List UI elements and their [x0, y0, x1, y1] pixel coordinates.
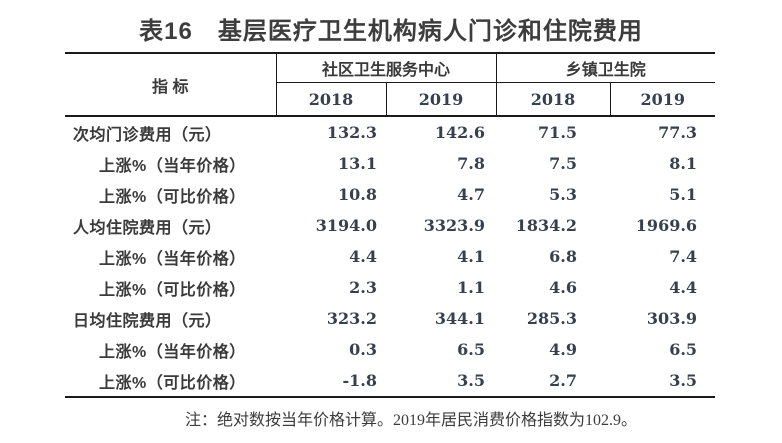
value-cell: 4.6 — [549, 278, 578, 297]
value-cell: 4.4 — [669, 278, 698, 297]
value-cell: 7.4 — [669, 247, 698, 266]
column-group-township-health-center: 乡镇卫生院 — [496, 53, 716, 83]
row-label: 上涨%（可比价格） — [99, 188, 246, 206]
value-cell: 71.5 — [538, 123, 578, 142]
value-cell: 285.3 — [526, 309, 578, 328]
value-cell: 4.4 — [349, 247, 377, 266]
costs-table: 指 标 社区卫生服务中心 乡镇卫生院 2018 2019 2018 2019 次… — [65, 52, 716, 398]
value-cell: 6.5 — [457, 340, 486, 359]
column-header-year: 2018 — [276, 82, 387, 116]
row-label: 上涨%（当年价格） — [99, 250, 246, 268]
value-cell: 6.8 — [549, 247, 578, 266]
row-label: 上涨%（可比价格） — [99, 281, 246, 299]
table-row: 人均住院费用（元） 3194.0 3323.9 1834.2 1969.6 — [65, 210, 715, 241]
value-cell: 2.3 — [349, 278, 377, 297]
table-row: 上涨%（可比价格） 10.8 4.7 5.3 5.1 — [65, 179, 715, 210]
value-cell: 5.1 — [669, 185, 698, 204]
value-cell: 3323.9 — [423, 216, 486, 235]
column-header-year: 2018 — [496, 82, 611, 116]
value-cell: 132.3 — [326, 123, 377, 142]
table-row: 上涨%（可比价格） 2.3 1.1 4.6 4.4 — [65, 272, 715, 303]
table-body: 次均门诊费用（元） 132.3 142.6 71.5 77.3 上涨%（当年价格… — [65, 116, 715, 397]
column-group-community-health-center: 社区卫生服务中心 — [276, 53, 497, 83]
footnote: 注：绝对数按当年价格计算。2019年居民消费价格指数为102.9。 — [184, 412, 637, 429]
value-cell: 3.5 — [669, 371, 698, 390]
table-row: 上涨%（可比价格） -1.8 3.5 2.7 3.5 — [65, 365, 715, 397]
value-cell: 4.9 — [549, 340, 578, 359]
table-row: 上涨%（当年价格） 0.3 6.5 4.9 6.5 — [65, 334, 715, 365]
value-cell: 344.1 — [434, 309, 486, 328]
value-cell: -1.8 — [342, 371, 377, 390]
value-cell: 1.1 — [457, 278, 486, 297]
value-cell: 1834.2 — [515, 216, 578, 235]
value-cell: 2.7 — [549, 371, 578, 390]
value-cell: 142.6 — [434, 123, 486, 142]
value-cell: 7.8 — [457, 154, 486, 173]
table-row: 上涨%（当年价格） 4.4 4.1 6.8 7.4 — [65, 241, 715, 272]
row-label: 日均住院费用（元） — [73, 312, 222, 330]
value-cell: 10.8 — [338, 185, 377, 204]
row-label: 次均门诊费用（元） — [73, 126, 222, 144]
column-header-indicator: 指 标 — [65, 53, 277, 116]
value-cell: 77.3 — [658, 123, 698, 142]
table-row: 次均门诊费用（元） 132.3 142.6 71.5 77.3 — [65, 116, 715, 148]
value-cell: 3.5 — [457, 371, 486, 390]
value-cell: 5.3 — [549, 185, 578, 204]
value-cell: 323.2 — [326, 309, 377, 328]
row-label: 上涨%（当年价格） — [99, 157, 246, 175]
table-row: 上涨%（当年价格） 13.1 7.8 7.5 8.1 — [65, 148, 715, 179]
page-title: 表16 基层医疗卫生机构病人门诊和住院费用 — [139, 18, 643, 45]
column-header-year: 2019 — [386, 82, 497, 116]
value-cell: 303.9 — [646, 309, 698, 328]
value-cell: 4.1 — [457, 247, 486, 266]
table-row: 日均住院费用（元） 323.2 344.1 285.3 303.9 — [65, 303, 715, 334]
value-cell: 7.5 — [549, 154, 578, 173]
value-cell: 8.1 — [669, 154, 698, 173]
value-cell: 1969.6 — [635, 216, 698, 235]
value-cell: 13.1 — [338, 154, 377, 173]
row-label: 人均住院费用（元） — [73, 219, 222, 237]
value-cell: 4.7 — [457, 185, 486, 204]
value-cell: 6.5 — [669, 340, 698, 359]
value-cell: 3194.0 — [315, 216, 377, 235]
row-label: 上涨%（可比价格） — [99, 374, 246, 392]
row-label: 上涨%（当年价格） — [99, 343, 246, 361]
value-cell: 0.3 — [349, 340, 377, 359]
column-header-year: 2019 — [640, 89, 686, 109]
